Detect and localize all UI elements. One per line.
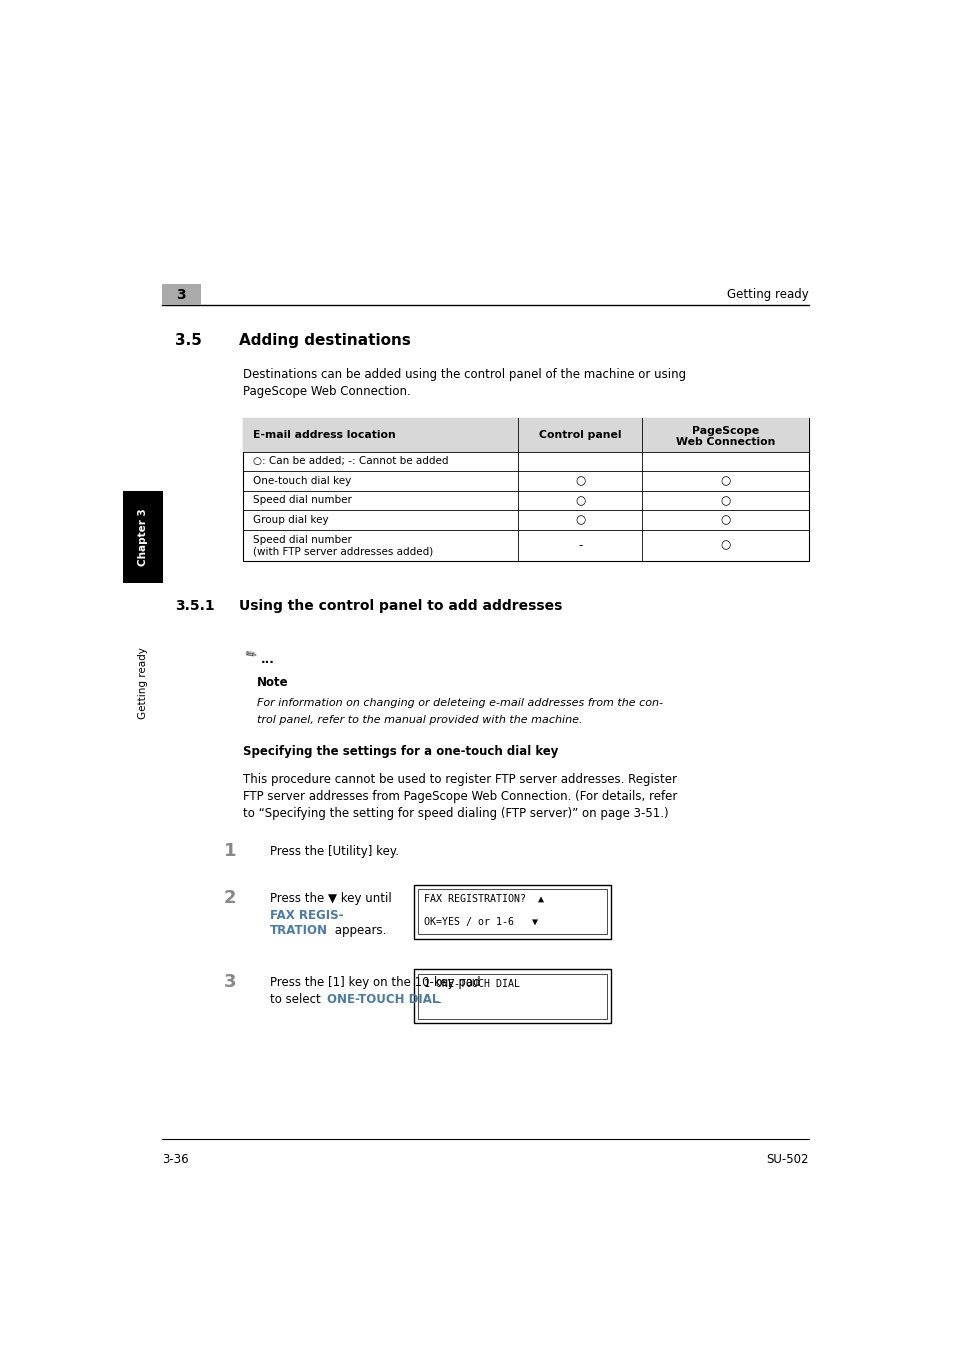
Text: ○: ○ (720, 539, 730, 551)
Text: SU-502: SU-502 (765, 1154, 808, 1166)
Text: Press the [1] key on the 10-key pad: Press the [1] key on the 10-key pad (270, 977, 480, 989)
Text: FTP server addresses from PageScope Web Connection. (For details, refer: FTP server addresses from PageScope Web … (243, 790, 677, 802)
Text: 3-36: 3-36 (162, 1154, 189, 1166)
Text: ○: ○ (720, 474, 730, 488)
Bar (417, 889, 606, 935)
Text: Speed dial number: Speed dial number (253, 535, 351, 546)
Text: Getting ready: Getting ready (726, 288, 808, 301)
Text: to “Specifying the setting for speed dialing (FTP server)” on page 3-51.): to “Specifying the setting for speed dia… (243, 807, 668, 820)
Text: 3.5: 3.5 (174, 334, 202, 349)
Text: -: - (578, 539, 582, 551)
Text: Press the ▼ key until: Press the ▼ key until (270, 892, 395, 905)
Text: appears.: appears. (331, 924, 386, 938)
Text: Web Connection: Web Connection (676, 438, 775, 447)
Text: Adding destinations: Adding destinations (239, 334, 411, 349)
Text: Getting ready: Getting ready (138, 647, 148, 719)
Text: Group dial key: Group dial key (253, 515, 328, 526)
Text: PageScope: PageScope (691, 426, 759, 436)
Text: PageScope Web Connection.: PageScope Web Connection. (243, 385, 411, 399)
Text: Speed dial number: Speed dial number (253, 496, 351, 505)
Text: This procedure cannot be used to register FTP server addresses. Register: This procedure cannot be used to registe… (243, 773, 677, 786)
Text: OK=YES / or 1-6   ▼: OK=YES / or 1-6 ▼ (423, 917, 537, 927)
Text: For information on changing or deleteing e-mail addresses from the con-: For information on changing or deleteing… (257, 697, 662, 708)
Text: .: . (437, 993, 441, 1006)
Text: ○: ○ (720, 513, 730, 527)
Text: E-mail address location: E-mail address location (253, 430, 395, 439)
Text: Note: Note (257, 676, 289, 689)
Text: ○: Can be added; -: Cannot be added: ○: Can be added; -: Cannot be added (253, 457, 448, 466)
Text: ○: ○ (720, 494, 730, 507)
Text: ✏: ✏ (243, 647, 257, 662)
Text: ONE-TOUCH DIAL: ONE-TOUCH DIAL (327, 993, 439, 1006)
Text: FAX REGIS-: FAX REGIS- (270, 909, 343, 921)
Text: Chapter 3: Chapter 3 (138, 508, 148, 566)
Bar (123, 490, 163, 582)
Text: One-touch dial key: One-touch dial key (253, 476, 351, 486)
Bar (162, 284, 200, 305)
Text: Using the control panel to add addresses: Using the control panel to add addresses (239, 598, 562, 613)
Bar (414, 885, 611, 939)
Text: ○: ○ (575, 474, 585, 488)
Text: TRATION: TRATION (270, 924, 328, 938)
Text: Control panel: Control panel (538, 430, 621, 439)
Bar (417, 974, 606, 1019)
Text: to select: to select (270, 993, 325, 1006)
Bar (414, 970, 611, 1023)
Text: 3: 3 (176, 288, 186, 301)
Text: ○: ○ (575, 494, 585, 507)
Text: 3.5.1: 3.5.1 (174, 598, 214, 613)
Text: (with FTP server addresses added): (with FTP server addresses added) (253, 547, 433, 557)
Text: ...: ... (260, 653, 274, 666)
Text: 3: 3 (224, 973, 236, 992)
Bar (243, 417, 808, 451)
Text: 1: 1 (224, 843, 236, 861)
Text: trol panel, refer to the manual provided with the machine.: trol panel, refer to the manual provided… (257, 715, 582, 724)
Text: 2: 2 (224, 889, 236, 907)
Text: ○: ○ (575, 513, 585, 527)
Text: Press the [Utility] key.: Press the [Utility] key. (270, 846, 399, 858)
Text: Specifying the settings for a one-touch dial key: Specifying the settings for a one-touch … (243, 746, 558, 758)
Text: FAX REGISTRATION?  ▲: FAX REGISTRATION? ▲ (423, 894, 543, 904)
Bar (243, 417, 808, 561)
Text: 1 ONE-TOUCH DIAL: 1 ONE-TOUCH DIAL (423, 978, 519, 989)
Text: Destinations can be added using the control panel of the machine or using: Destinations can be added using the cont… (243, 369, 685, 381)
